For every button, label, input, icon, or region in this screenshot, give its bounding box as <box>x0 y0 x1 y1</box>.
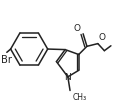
Text: O: O <box>73 24 80 33</box>
Text: O: O <box>97 33 104 42</box>
Text: CH₃: CH₃ <box>72 93 86 102</box>
Text: Br: Br <box>1 55 12 65</box>
Text: N: N <box>63 73 70 82</box>
